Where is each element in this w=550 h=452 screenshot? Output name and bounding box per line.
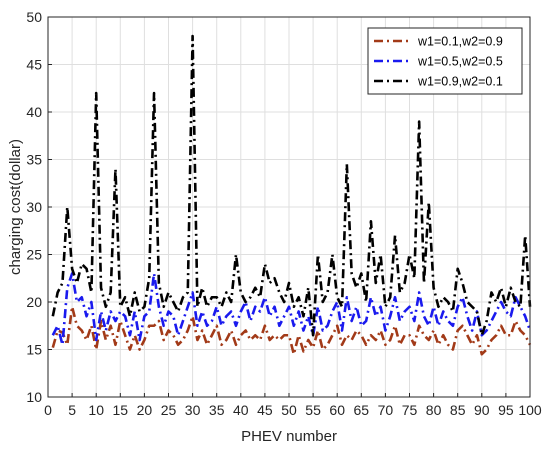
y-axis-title: charging cost(dollar) xyxy=(7,139,24,275)
y-tick-label: 40 xyxy=(26,104,42,120)
y-tick-label: 25 xyxy=(26,247,42,263)
x-tick-label: 15 xyxy=(113,402,129,418)
x-tick-label: 70 xyxy=(378,402,394,418)
x-tick-label: 45 xyxy=(257,402,273,418)
x-tick-label: 50 xyxy=(281,402,297,418)
x-tick-label: 0 xyxy=(44,402,52,418)
axis-ticks: 0 5 10 15 20 25 30 35 40 45 50 55 60 65 70 75 80 85 90 95 10… xyxy=(26,9,541,418)
legend: w1=0.1,w2=0.9 w1=0.5,w2=0.5 w1=0.9,w2=0.1 xyxy=(367,27,523,95)
x-tick-label: 60 xyxy=(329,402,345,418)
series-line-2 xyxy=(51,272,532,347)
x-tick-label: 5 xyxy=(68,402,76,418)
series-line-3 xyxy=(51,34,532,337)
x-tick-label: 40 xyxy=(233,402,249,418)
legend-label: w1=0.5,w2=0.5 xyxy=(417,55,503,69)
y-tick-label: 20 xyxy=(26,294,42,310)
series-lines xyxy=(51,34,532,356)
legend-label: w1=0.1,w2=0.9 xyxy=(417,35,503,49)
x-tick-label: 55 xyxy=(305,402,321,418)
x-tick-label: 85 xyxy=(450,402,466,418)
x-tick-label: 80 xyxy=(426,402,442,418)
x-tick-label: 35 xyxy=(209,402,225,418)
x-axis-title: PHEV number xyxy=(241,428,337,445)
x-tick-label: 90 xyxy=(474,402,490,418)
legend-label: w1=0.9,w2=0.1 xyxy=(417,75,503,89)
x-tick-label: 10 xyxy=(88,402,104,418)
x-tick-label: 20 xyxy=(137,402,153,418)
y-tick-label: 35 xyxy=(26,152,42,168)
x-tick-label: 65 xyxy=(354,402,370,418)
series-line-1 xyxy=(51,305,532,356)
x-tick-label: 30 xyxy=(185,402,201,418)
x-tick-label: 25 xyxy=(161,402,177,418)
x-tick-label: 100 xyxy=(518,402,542,418)
y-tick-label: 10 xyxy=(26,389,42,405)
x-tick-label: 95 xyxy=(498,402,514,418)
y-tick-label: 45 xyxy=(26,57,42,73)
y-tick-label: 50 xyxy=(26,9,42,25)
y-tick-label: 15 xyxy=(26,342,42,358)
y-tick-label: 30 xyxy=(26,199,42,215)
x-tick-label: 75 xyxy=(402,402,418,418)
